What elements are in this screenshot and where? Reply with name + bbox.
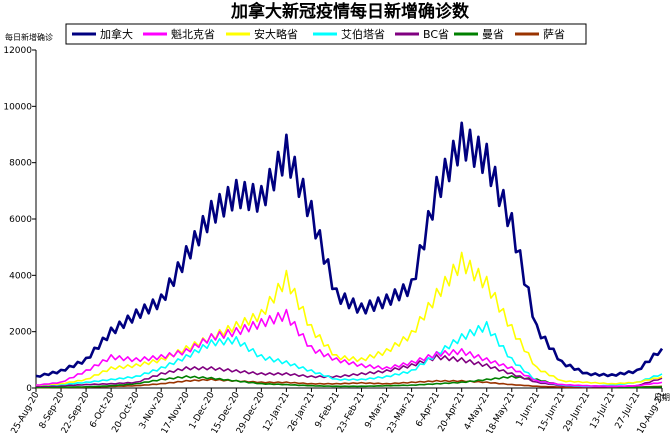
series-line xyxy=(36,378,663,389)
y-tick-label: 12000 xyxy=(3,46,32,56)
series-line xyxy=(35,121,664,378)
legend-label: 艾伯塔省 xyxy=(341,27,385,41)
y-tick-label: 6000 xyxy=(9,215,32,225)
series-line xyxy=(35,251,663,387)
legend-label: 加拿大 xyxy=(100,27,133,41)
legend-label: 魁北克省 xyxy=(171,27,215,41)
y-tick-label: 0 xyxy=(26,384,32,394)
x-axis: 25-Aug-208-Sep-2022-Sep-206-Oct-2020-Oct… xyxy=(10,387,668,433)
y-tick-label: 2000 xyxy=(9,328,32,338)
x-tick-label: 1-Jun-21 xyxy=(515,391,543,429)
x-tick-label: 9-Mar-21 xyxy=(363,391,392,431)
y-tick-label: 10000 xyxy=(3,102,32,112)
legend: 加拿大 魁北克省 安大略省 艾伯塔省 BC省 曼省 萨省 xyxy=(65,23,587,45)
y-axis: 0 2000 4000 6000 8000 10000 12000 xyxy=(3,46,37,394)
x-tick-label: 25-Aug-20 xyxy=(10,390,42,433)
y-tick-label: 4000 xyxy=(9,271,32,281)
chart-title: 加拿大新冠疫情每日新增确诊数 xyxy=(230,1,470,22)
series-layer xyxy=(35,121,664,389)
legend-label: 安大略省 xyxy=(254,27,298,41)
y-tick-label: 8000 xyxy=(9,159,32,169)
legend-label: 曼省 xyxy=(482,28,504,41)
legend-label: 萨省 xyxy=(543,28,565,41)
x-axis-label: 日期 xyxy=(654,393,670,402)
x-tick-label: 6-Oct-20 xyxy=(88,390,117,429)
y-axis-label: 每日新增确诊 xyxy=(5,32,53,42)
x-tick-label: 6-Apr-21 xyxy=(414,391,442,429)
series-line xyxy=(35,308,663,388)
x-tick-label: 9-Feb-21 xyxy=(314,391,342,430)
legend-label: BC省 xyxy=(423,28,449,41)
